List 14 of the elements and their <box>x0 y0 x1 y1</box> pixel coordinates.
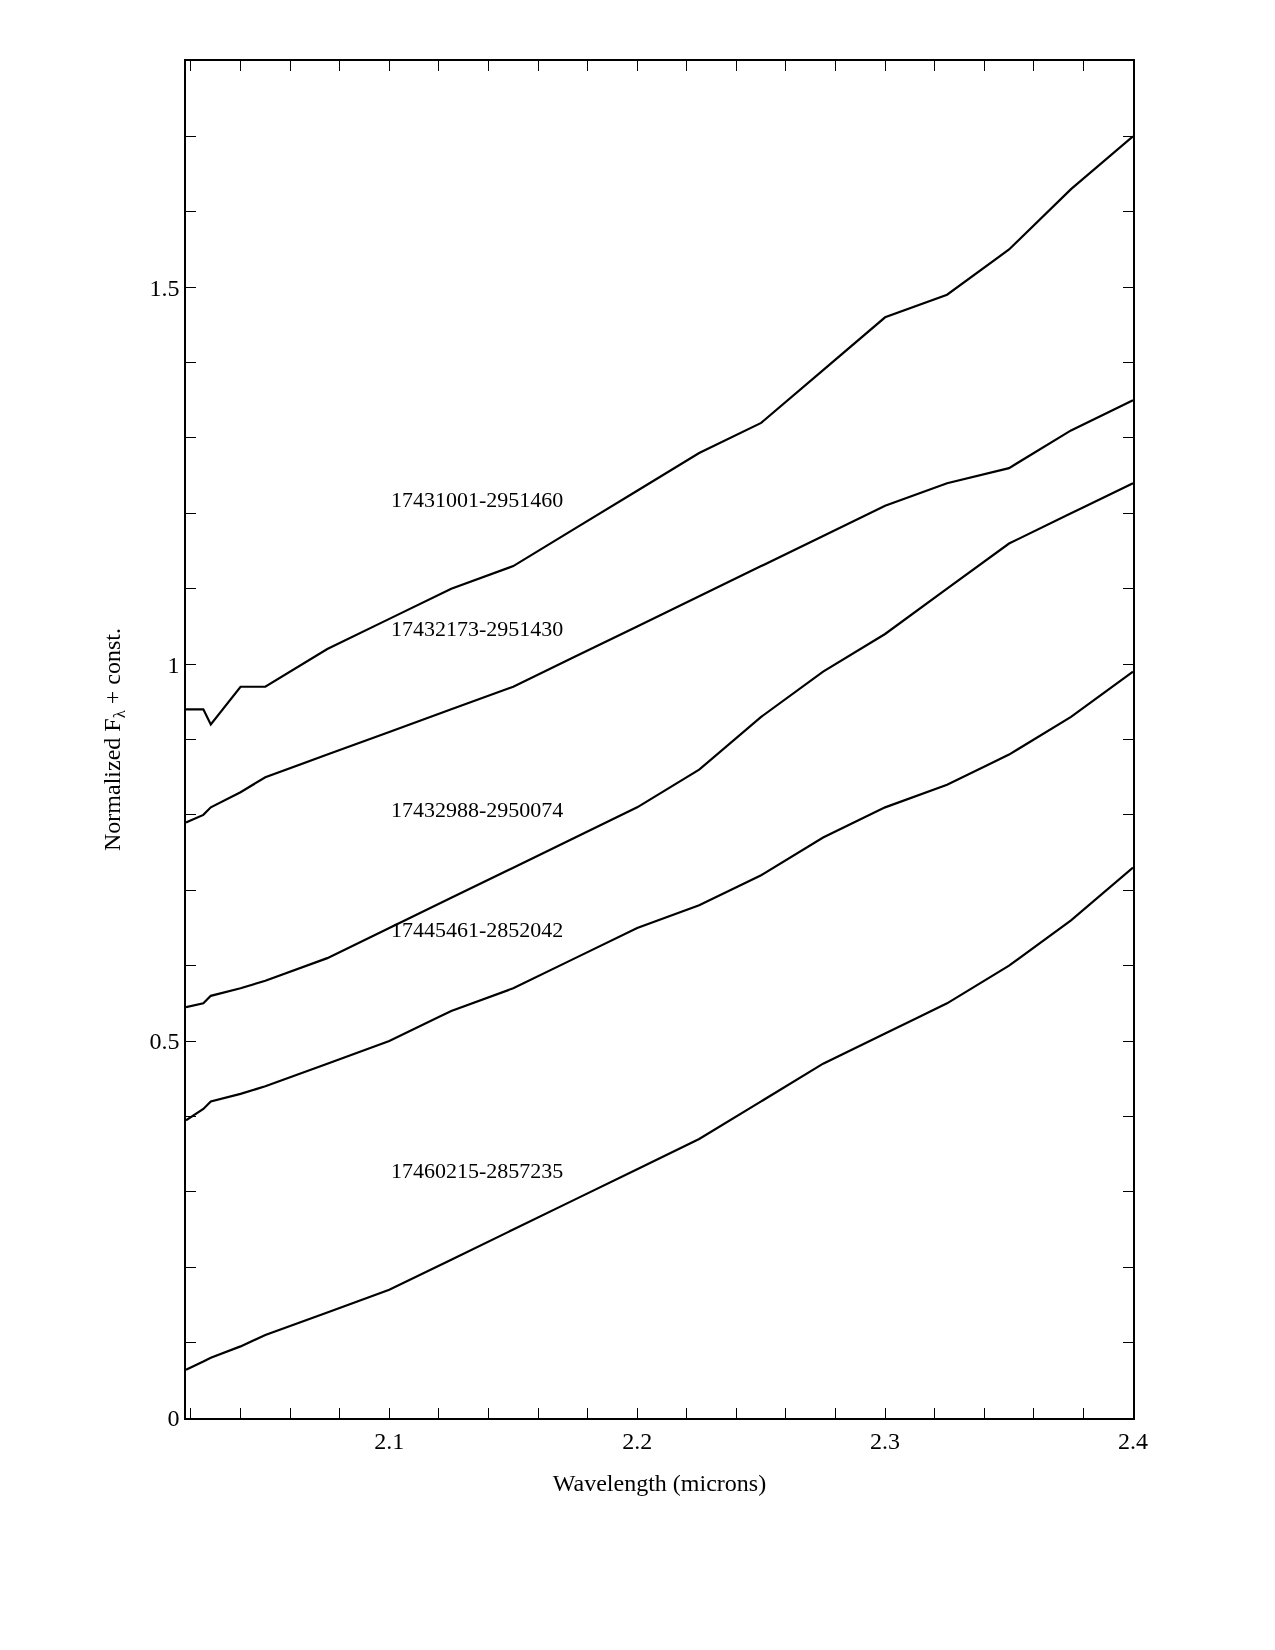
x-tick-label: 2.1 <box>374 1427 405 1454</box>
x-tick-label: 2.2 <box>622 1427 653 1454</box>
x-tick-label: 2.3 <box>870 1427 901 1454</box>
y-tick-label: 1 <box>167 651 180 678</box>
annotation: 17432173-2951430 <box>391 616 564 641</box>
y-tick-label: 0 <box>167 1405 180 1432</box>
annotation: 17432988-2950074 <box>391 797 564 822</box>
annotation: 17460215-2857235 <box>391 1158 564 1183</box>
annotation: 17445461-2852042 <box>391 917 564 942</box>
x-axis-title: Wavelength (microns) <box>552 1470 767 1497</box>
annotation: 17431001-2951460 <box>391 487 564 512</box>
y-tick-label: 1.5 <box>149 274 180 301</box>
x-tick-label: 2.4 <box>1118 1427 1148 1454</box>
y-tick-label: 0.5 <box>149 1028 180 1055</box>
